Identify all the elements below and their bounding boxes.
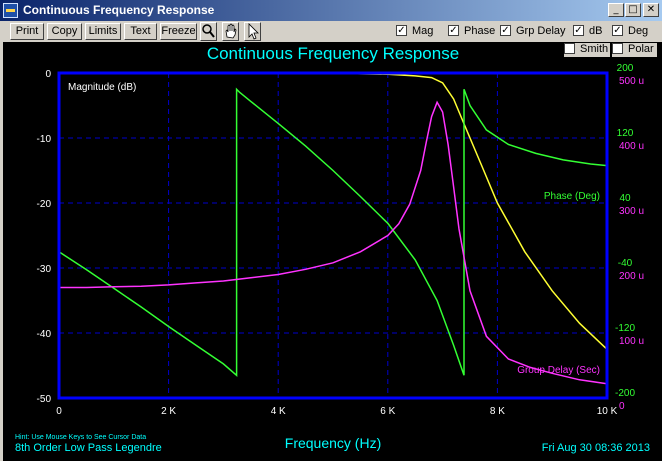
timestamp: Fri Aug 30 08:36 2013	[542, 442, 650, 454]
group-delay-tick-label: 200 u	[619, 271, 644, 282]
group-delay-tick-label: 100 u	[619, 336, 644, 347]
group-delay-tick-label: 400 u	[619, 141, 644, 152]
frequency-response-chart[interactable]: Continuous Frequency Response Frequency …	[3, 42, 662, 461]
magnitude-tick-label: -40	[37, 329, 52, 340]
x-tick-label: 2 K	[161, 406, 176, 417]
grp-delay-label: Grp Delay	[516, 25, 566, 37]
phase-tick-label: -120	[615, 323, 635, 334]
polar-label: Polar	[628, 43, 654, 55]
close-button[interactable]: ✕	[643, 3, 659, 17]
hint-text: Hint: Use Mouse Keys to See Cursor Data	[15, 434, 146, 441]
print-button[interactable]: Print	[10, 23, 44, 40]
mag-checkbox[interactable]: ✓ Mag	[396, 25, 436, 39]
db-label: dB	[589, 25, 603, 37]
grid-lines	[59, 73, 607, 398]
minimize-button[interactable]: _	[608, 3, 624, 17]
chart-title: Continuous Frequency Response	[207, 44, 459, 63]
polar-checkbox[interactable]: Polar	[612, 43, 657, 57]
phase-tick-label: 200	[617, 63, 634, 74]
series-label-3: Group Delay (Sec)	[517, 365, 600, 376]
x-tick-label: 10 K	[597, 406, 618, 417]
smith-check-box[interactable]	[564, 43, 575, 54]
zoom-icon[interactable]	[200, 22, 217, 41]
x-tick-label: 4 K	[271, 406, 286, 417]
toolbar: Print Copy Limits Text Freeze ✓ Mag ✓ Ph…	[0, 21, 662, 42]
phase-tick-label: 40	[619, 193, 631, 204]
plot-area: Continuous Frequency Response Frequency …	[3, 42, 662, 461]
grp-delay-check-box[interactable]: ✓	[500, 25, 511, 36]
x-tick-label: 0	[56, 406, 62, 417]
series-line-3	[59, 100, 608, 385]
deg-checkbox[interactable]: ✓ Deg	[612, 25, 654, 39]
freeze-button[interactable]: Freeze	[160, 23, 197, 40]
title-bar: Continuous Frequency Response _ □ ✕	[0, 0, 662, 21]
db-check-box[interactable]: ✓	[573, 25, 584, 36]
magnitude-tick-label: -30	[37, 264, 52, 275]
design-name: 8th Order Low Pass Legendre	[15, 442, 162, 454]
mag-label: Mag	[412, 25, 434, 37]
phase-tick-label: -40	[618, 258, 633, 269]
deg-label: Deg	[628, 25, 649, 37]
polar-check-box[interactable]	[612, 43, 623, 54]
text-button[interactable]: Text	[124, 23, 157, 40]
magnitude-tick-label: 0	[45, 69, 51, 80]
series-label-2: Phase (Deg)	[544, 191, 600, 202]
magnitude-tick-label: -10	[37, 134, 52, 145]
magnitude-tick-label: -50	[37, 394, 52, 405]
series-label-1: Magnitude (dB)	[68, 82, 136, 93]
group-delay-tick-label: 0	[619, 401, 625, 412]
phase-tick-label: -200	[615, 388, 635, 399]
group-delay-tick-label: 500 u	[619, 76, 644, 87]
plot-frame	[57, 71, 609, 400]
smith-label: Smith	[580, 43, 609, 55]
series-line-2	[58, 87, 608, 377]
app-icon	[3, 3, 18, 18]
x-tick-label: 6 K	[380, 406, 395, 417]
db-checkbox[interactable]: ✓ dB	[573, 25, 609, 39]
phase-tick-label: 120	[617, 128, 634, 139]
hand-pan-icon[interactable]	[222, 22, 239, 41]
phase-check-box[interactable]: ✓	[448, 25, 459, 36]
grp-delay-checkbox[interactable]: ✓ Grp Delay	[500, 25, 570, 39]
x-axis-title: Frequency (Hz)	[285, 435, 381, 451]
mag-check-box[interactable]: ✓	[396, 25, 407, 36]
window-title: Continuous Frequency Response	[23, 3, 215, 17]
phase-label: Phase	[464, 25, 496, 37]
smith-checkbox[interactable]: Smith	[564, 43, 610, 57]
deg-check-box[interactable]: ✓	[612, 25, 623, 36]
magnitude-tick-label: -20	[37, 199, 52, 210]
maximize-button[interactable]: □	[625, 3, 641, 17]
limits-button[interactable]: Limits	[85, 23, 121, 40]
pointer-cursor-icon[interactable]	[244, 22, 261, 41]
copy-button[interactable]: Copy	[47, 23, 82, 40]
group-delay-tick-label: 300 u	[619, 206, 644, 217]
x-tick-label: 8 K	[490, 406, 505, 417]
phase-checkbox[interactable]: ✓ Phase	[448, 25, 498, 39]
